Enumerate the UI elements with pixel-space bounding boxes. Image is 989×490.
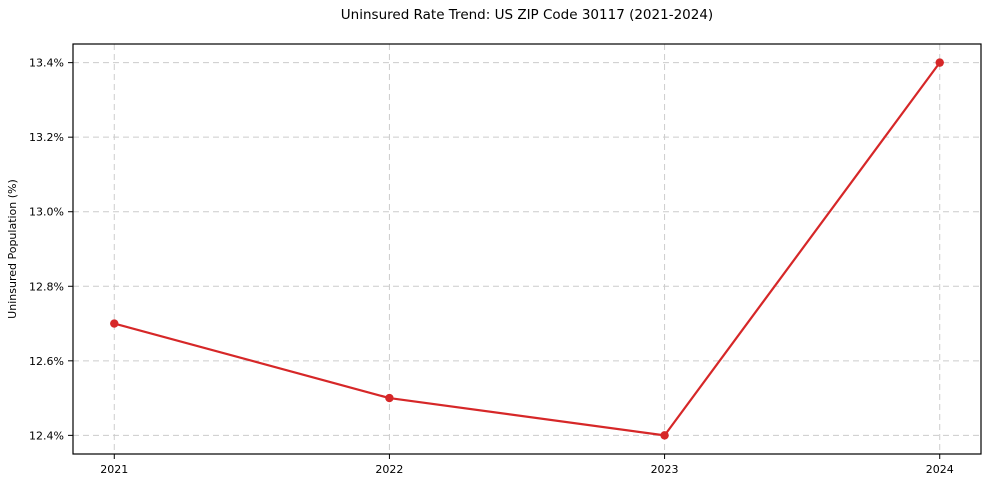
y-tick-label: 12.4% — [29, 429, 64, 442]
data-point — [385, 393, 394, 403]
chart-title: Uninsured Rate Trend: US ZIP Code 30117 … — [340, 7, 714, 23]
x-tick-label: 2023 — [651, 463, 679, 476]
data-point — [110, 319, 119, 328]
data-point — [660, 431, 669, 440]
plot-border — [72, 43, 982, 455]
y-tick-label: 12.8% — [29, 280, 64, 293]
x-tick-label: 2022 — [375, 463, 403, 476]
y-tick-label: 13.4% — [29, 57, 64, 70]
y-tick-label: 13.0% — [29, 206, 64, 219]
y-tick-label: 12.6% — [29, 355, 64, 368]
y-tick-label: 13.2% — [29, 131, 64, 144]
x-tick-label: 2021 — [100, 463, 128, 476]
data-point — [935, 58, 944, 67]
trend-line — [113, 61, 941, 437]
x-tick-label: 2024 — [926, 463, 954, 476]
